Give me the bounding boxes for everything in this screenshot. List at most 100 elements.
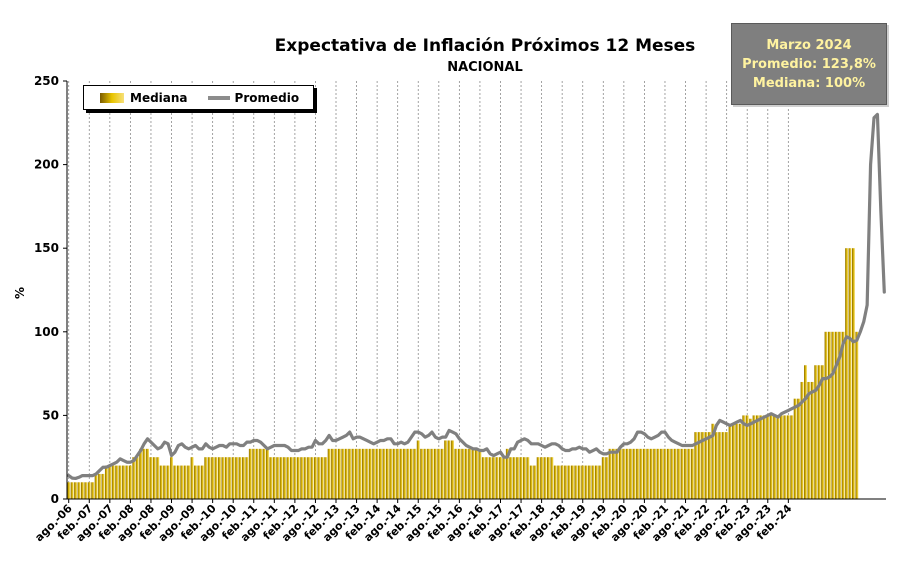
bar-mediana bbox=[711, 423, 715, 499]
bar-mediana bbox=[433, 448, 437, 499]
bar-mediana bbox=[728, 423, 732, 499]
bar-mediana bbox=[838, 331, 842, 499]
bar-mediana bbox=[403, 448, 406, 499]
bar-mediana bbox=[111, 465, 115, 499]
axes bbox=[66, 81, 886, 500]
bar-mediana bbox=[272, 457, 276, 499]
bar-mediana bbox=[447, 440, 451, 499]
annotation-line: Mediana: 100% bbox=[752, 75, 866, 91]
bar-mediana bbox=[70, 482, 74, 499]
bar-mediana bbox=[735, 423, 739, 499]
bar-mediana bbox=[612, 448, 616, 499]
bar-mediana bbox=[392, 448, 396, 499]
chart-legend: Mediana Promedio bbox=[83, 85, 314, 110]
bar-mediana bbox=[200, 465, 204, 499]
bar-mediana bbox=[855, 331, 859, 499]
bar-mediana bbox=[238, 457, 242, 499]
bar-mediana bbox=[605, 457, 609, 499]
bar-mediana bbox=[132, 457, 136, 499]
y-tick-label: 250 bbox=[34, 74, 59, 88]
bar-mediana bbox=[512, 457, 516, 499]
bar-mediana bbox=[642, 448, 646, 499]
annotation-line: Marzo 2024 bbox=[766, 37, 852, 53]
bar-mediana bbox=[122, 465, 125, 499]
bar-mediana bbox=[625, 448, 629, 499]
bar-mediana bbox=[502, 457, 506, 499]
mediana-bars bbox=[67, 248, 859, 499]
bar-mediana bbox=[457, 448, 461, 499]
bar-mediana bbox=[276, 457, 280, 499]
bar-mediana bbox=[786, 415, 790, 499]
bar-mediana bbox=[492, 457, 496, 499]
bar-mediana bbox=[218, 457, 221, 499]
bar-mediana bbox=[468, 448, 472, 499]
bar-mediana bbox=[756, 415, 759, 499]
bar-mediana bbox=[344, 448, 348, 499]
bar-mediana bbox=[464, 448, 468, 499]
bar-mediana bbox=[526, 457, 530, 499]
bar-mediana bbox=[173, 465, 177, 499]
bar-mediana bbox=[817, 365, 821, 499]
annotation-line: Promedio: 123,8% bbox=[742, 56, 876, 72]
bar-mediana bbox=[139, 448, 143, 499]
bar-mediana bbox=[697, 432, 701, 499]
bar-mediana bbox=[680, 448, 684, 499]
bar-mediana bbox=[303, 457, 307, 499]
bar-mediana bbox=[437, 448, 441, 499]
bar-mediana bbox=[831, 331, 835, 499]
bar-mediana bbox=[670, 448, 674, 499]
bar-mediana bbox=[224, 457, 228, 499]
bar-mediana bbox=[598, 465, 602, 499]
bar-mediana bbox=[313, 457, 317, 499]
bar-mediana bbox=[673, 448, 677, 499]
bar-mediana bbox=[567, 465, 571, 499]
bar-mediana bbox=[584, 465, 588, 499]
bar-mediana bbox=[211, 457, 215, 499]
bar-mediana bbox=[194, 465, 197, 499]
bar-mediana bbox=[845, 248, 849, 499]
bar-mediana bbox=[115, 465, 119, 499]
bar-mediana bbox=[690, 448, 694, 499]
bar-mediana bbox=[231, 457, 235, 499]
x-tick-labels: ago.-06feb.-07ago.-07feb.-08ago.-08feb.-… bbox=[32, 499, 795, 544]
bar-mediana bbox=[300, 457, 304, 499]
bar-mediana bbox=[279, 457, 283, 499]
bar-mediana bbox=[601, 457, 605, 499]
legend-label-promedio: Promedio bbox=[234, 90, 300, 105]
bar-mediana bbox=[163, 465, 167, 499]
bar-mediana bbox=[536, 457, 540, 499]
bar-mediana bbox=[594, 465, 598, 499]
bar-mediana bbox=[454, 448, 458, 499]
bar-mediana bbox=[540, 457, 544, 499]
bar-mediana bbox=[228, 457, 232, 499]
bar-mediana bbox=[91, 482, 95, 499]
promedio-series-line bbox=[67, 112, 886, 481]
bar-mediana bbox=[94, 473, 98, 499]
bar-mediana bbox=[74, 482, 78, 499]
bar-mediana bbox=[588, 465, 592, 499]
bar-mediana bbox=[389, 448, 393, 499]
bar-mediana bbox=[187, 465, 191, 499]
bar-mediana bbox=[834, 331, 838, 499]
bar-mediana bbox=[663, 448, 667, 499]
bar-mediana bbox=[721, 432, 725, 499]
bar-mediana bbox=[289, 457, 293, 499]
bar-mediana bbox=[694, 432, 698, 499]
bar-mediana bbox=[248, 448, 252, 499]
bar-mediana bbox=[653, 448, 657, 499]
bar-mediana bbox=[399, 448, 403, 499]
bar-mediana bbox=[577, 465, 581, 499]
bar-mediana bbox=[406, 448, 410, 499]
bar-mediana bbox=[752, 415, 756, 499]
bar-mediana bbox=[560, 465, 564, 499]
bar-mediana bbox=[77, 482, 81, 499]
bar-mediana bbox=[118, 465, 122, 499]
bar-mediana bbox=[591, 465, 595, 499]
bar-mediana bbox=[269, 457, 273, 499]
bar-mediana bbox=[341, 448, 345, 499]
bar-mediana bbox=[622, 448, 626, 499]
bar-mediana bbox=[615, 448, 619, 499]
y-tick-label: 0 bbox=[51, 492, 59, 506]
bar-mediana bbox=[420, 448, 424, 499]
